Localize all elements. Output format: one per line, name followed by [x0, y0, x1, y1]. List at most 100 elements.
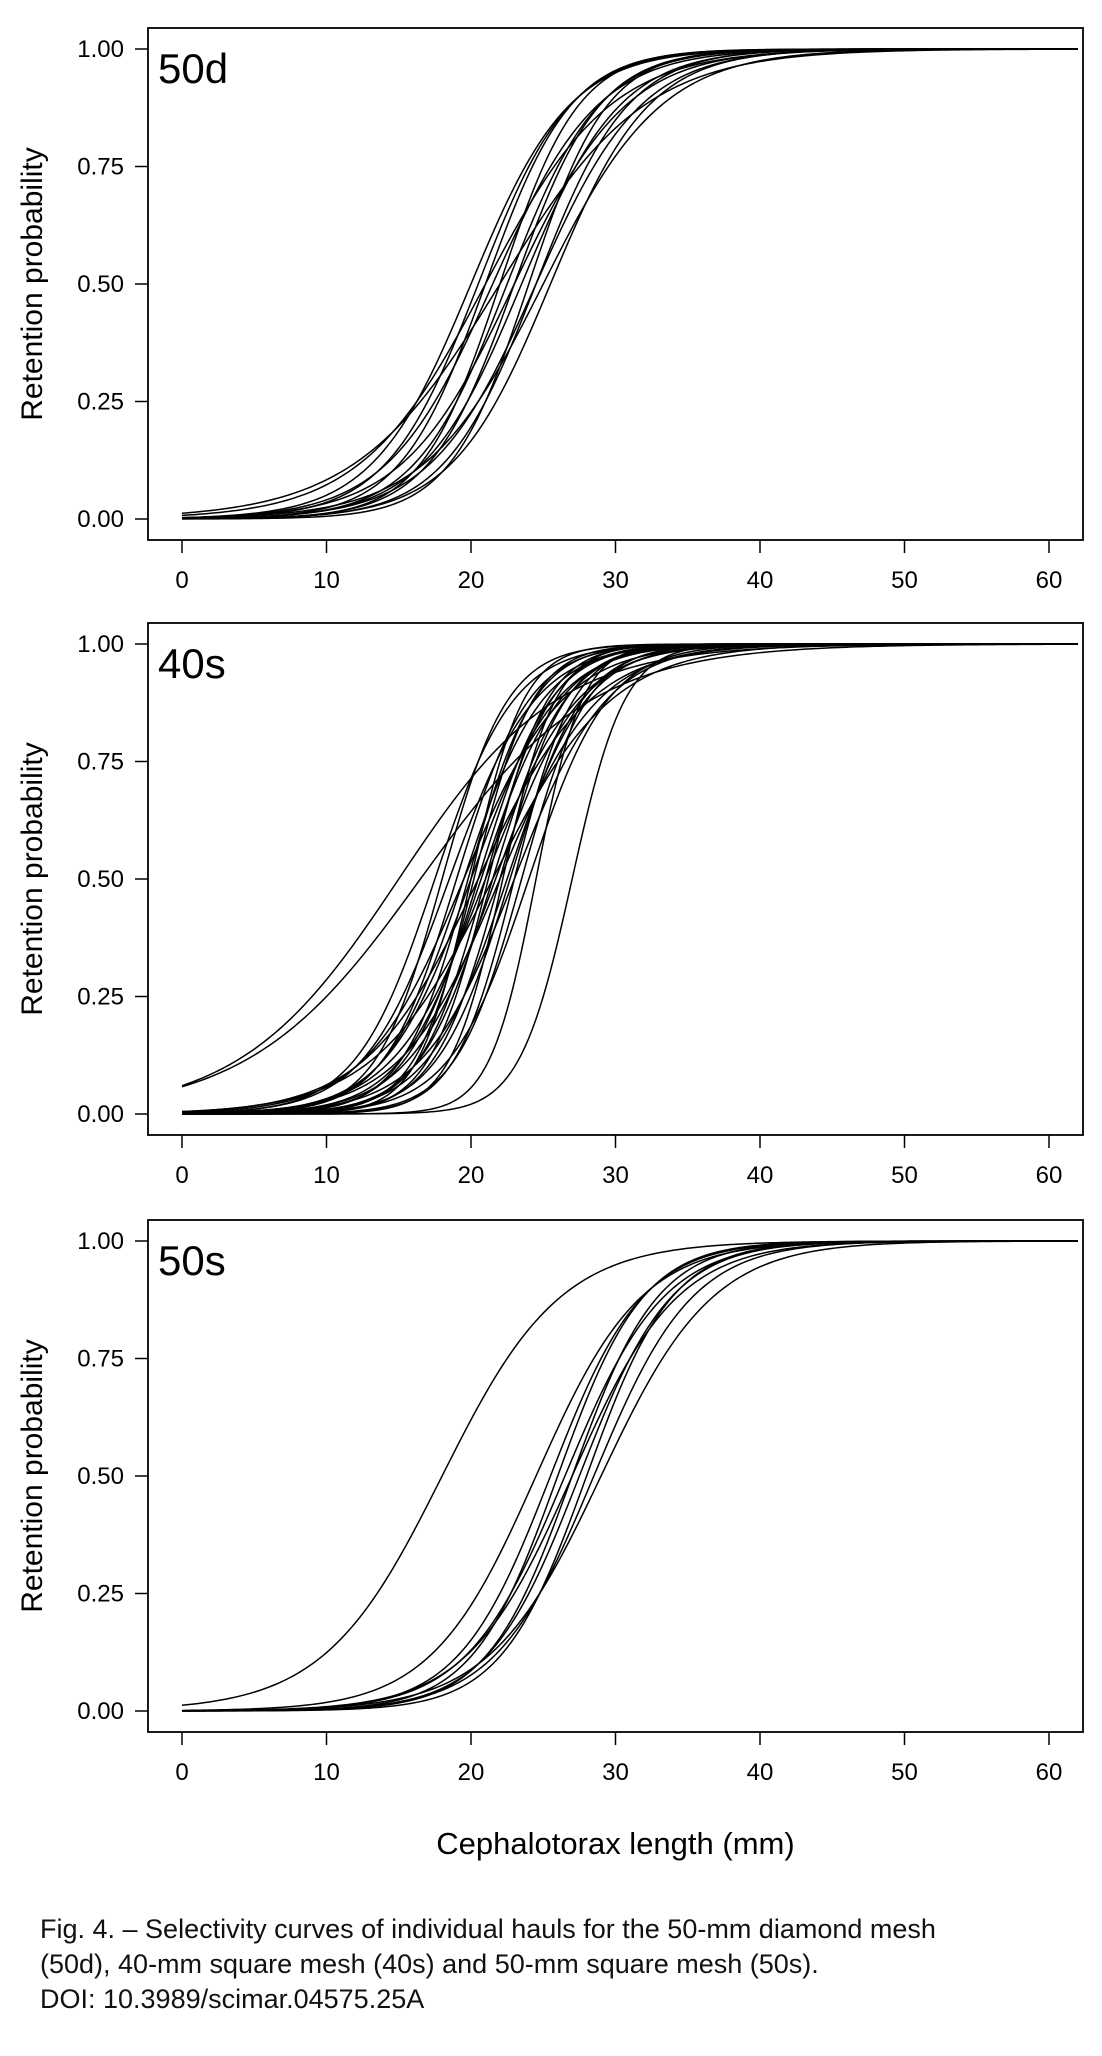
- x-tick-label: 0: [175, 567, 188, 594]
- curves-group: [181, 1240, 1078, 1712]
- x-tick-label: 50: [891, 1759, 918, 1786]
- plot-frame: [147, 1219, 1084, 1733]
- selectivity-curve-1: [181, 643, 1078, 1087]
- x-tick-label: 30: [602, 567, 629, 594]
- selectivity-curve-12: [181, 48, 1078, 520]
- selectivity-curve-6: [181, 643, 1078, 1115]
- y-tick-label: 0.25: [77, 984, 124, 1011]
- selectivity-curve-9: [181, 643, 1078, 1115]
- selectivity-curve-5: [181, 48, 1078, 517]
- selectivity-curve-1: [181, 1240, 1078, 1707]
- x-tick-label: 50: [891, 567, 918, 594]
- panel-50d: 0 10 20 30 40 50 60 0.00 0.25 0.50 0.75 1.00 Retenti…: [16, 27, 1084, 594]
- selectivity-curve-30: [182, 643, 1078, 1115]
- selectivity-curve-3: [181, 1240, 1078, 1712]
- panel-40s: 0 10 20 30 40 50 60 0.00 0.25 0.50 0.75 1.00 Retenti…: [16, 622, 1084, 1189]
- y-tick-label: 0.50: [77, 866, 124, 893]
- selectivity-curve-14: [181, 48, 1078, 519]
- y-axis-label: Retention probability: [16, 147, 49, 421]
- panel-label: 40s: [158, 640, 226, 687]
- caption-line: DOI: 10.3989/scimar.04575.25A: [40, 1984, 425, 2014]
- x-tick-label: 50: [891, 1162, 918, 1189]
- x-tick-label: 10: [313, 567, 340, 594]
- selectivity-curve-18: [182, 643, 1078, 1115]
- y-tick-label: 0.75: [77, 154, 124, 181]
- y-tick-label: 0.00: [77, 1698, 124, 1725]
- y-tick-label: 0.75: [77, 1346, 124, 1373]
- selectivity-curve-10: [181, 643, 1078, 1115]
- x-tick-label: 20: [458, 1162, 485, 1189]
- panel-50s: 0 10 20 30 40 50 60 0.00 0.25 0.50 0.75 1.00 Retenti…: [16, 1219, 1084, 1861]
- y-tick-label: 0.25: [77, 389, 124, 416]
- selectivity-curve-10: [181, 48, 1078, 520]
- selectivity-curve-13: [182, 643, 1078, 1115]
- selectivity-curve-14: [182, 643, 1078, 1115]
- y-tick-label: 0.75: [77, 749, 124, 776]
- x-axis-label: Cephalotorax length (mm): [436, 1826, 794, 1861]
- selectivity-curve-11: [181, 48, 1078, 520]
- selectivity-curve-19: [181, 643, 1078, 1115]
- selectivity-curve-9: [181, 48, 1078, 519]
- selectivity-curve-11: [181, 643, 1078, 1115]
- panel-label: 50s: [158, 1237, 226, 1284]
- x-tick-label: 10: [313, 1759, 340, 1786]
- selectivity-curve-11: [181, 1240, 1078, 1712]
- y-axis-label: Retention probability: [16, 1339, 49, 1613]
- y-tick-label: 1.00: [77, 36, 124, 63]
- curves-group: [181, 48, 1078, 520]
- selectivity-curve-20: [181, 643, 1078, 1115]
- selectivity-curve-16: [181, 48, 1078, 520]
- y-tick-label: 0.00: [77, 1101, 124, 1128]
- selectivity-curve-7: [181, 643, 1078, 1115]
- x-tick-label: 20: [458, 1759, 485, 1786]
- selectivity-curve-5: [181, 643, 1078, 1114]
- selectivity-curve-4: [181, 643, 1078, 1115]
- selectivity-curve-32: [182, 643, 1078, 1115]
- selectivity-curve-2: [181, 48, 1078, 519]
- figure-caption: Fig. 4. – Selectivity curves of individu…: [40, 1912, 1080, 2017]
- selectivity-curve-15: [181, 643, 1078, 1115]
- y-tick-label: 0.50: [77, 1463, 124, 1490]
- panel-label: 50d: [158, 45, 228, 92]
- x-tick-label: 10: [313, 1162, 340, 1189]
- selectivity-curve-26: [181, 643, 1078, 1114]
- selectivity-curve-27: [181, 643, 1078, 1114]
- selectivity-curve-16: [181, 643, 1078, 1115]
- plot-frame: [147, 27, 1084, 541]
- y-tick-label: 0.00: [77, 506, 124, 533]
- x-tick-label: 40: [747, 1759, 774, 1786]
- selectivity-curve-4: [181, 48, 1078, 519]
- y-tick-label: 1.00: [77, 1228, 124, 1255]
- selectivity-curve-2: [181, 643, 1078, 1088]
- selectivity-curve-21: [181, 643, 1078, 1115]
- selectivity-curve-13: [181, 48, 1078, 520]
- y-tick-label: 0.25: [77, 1581, 124, 1608]
- x-tick-label: 30: [602, 1759, 629, 1786]
- x-tick-label: 60: [1036, 1162, 1063, 1189]
- selectivity-curve-31: [182, 643, 1078, 1115]
- selectivity-curve-10: [181, 1240, 1078, 1712]
- selectivity-curve-17: [182, 643, 1078, 1115]
- x-tick-label: 0: [175, 1759, 188, 1786]
- x-tick-label: 40: [747, 567, 774, 594]
- x-tick-label: 30: [602, 1162, 629, 1189]
- selectivity-curve-28: [182, 643, 1078, 1115]
- y-axis-label: Retention probability: [16, 742, 49, 1016]
- selectivity-curve-23: [181, 643, 1078, 1115]
- selectivity-curve-3: [181, 48, 1078, 520]
- x-tick-label: 60: [1036, 567, 1063, 594]
- x-tick-label: 0: [175, 1162, 188, 1189]
- curves-group: [181, 643, 1078, 1115]
- selectivity-curve-1: [181, 48, 1078, 519]
- y-tick-label: 1.00: [77, 631, 124, 658]
- figure: 0 10 20 30 40 50 60 0.00 0.25 0.50 0.75 1.00 Retenti…: [16, 27, 1084, 1861]
- plot-frame: [147, 622, 1084, 1136]
- selectivity-curve-6: [181, 48, 1078, 520]
- selectivity-curve-7: [181, 48, 1078, 520]
- selectivity-curve-22: [182, 643, 1078, 1115]
- caption-line: Fig. 4. – Selectivity curves of individu…: [40, 1914, 936, 1944]
- selectivity-curve-3: [181, 643, 1078, 1114]
- selectivity-curve-25: [181, 643, 1078, 1113]
- selectivity-curve-15: [181, 48, 1078, 515]
- selectivity-curve-8: [181, 48, 1078, 520]
